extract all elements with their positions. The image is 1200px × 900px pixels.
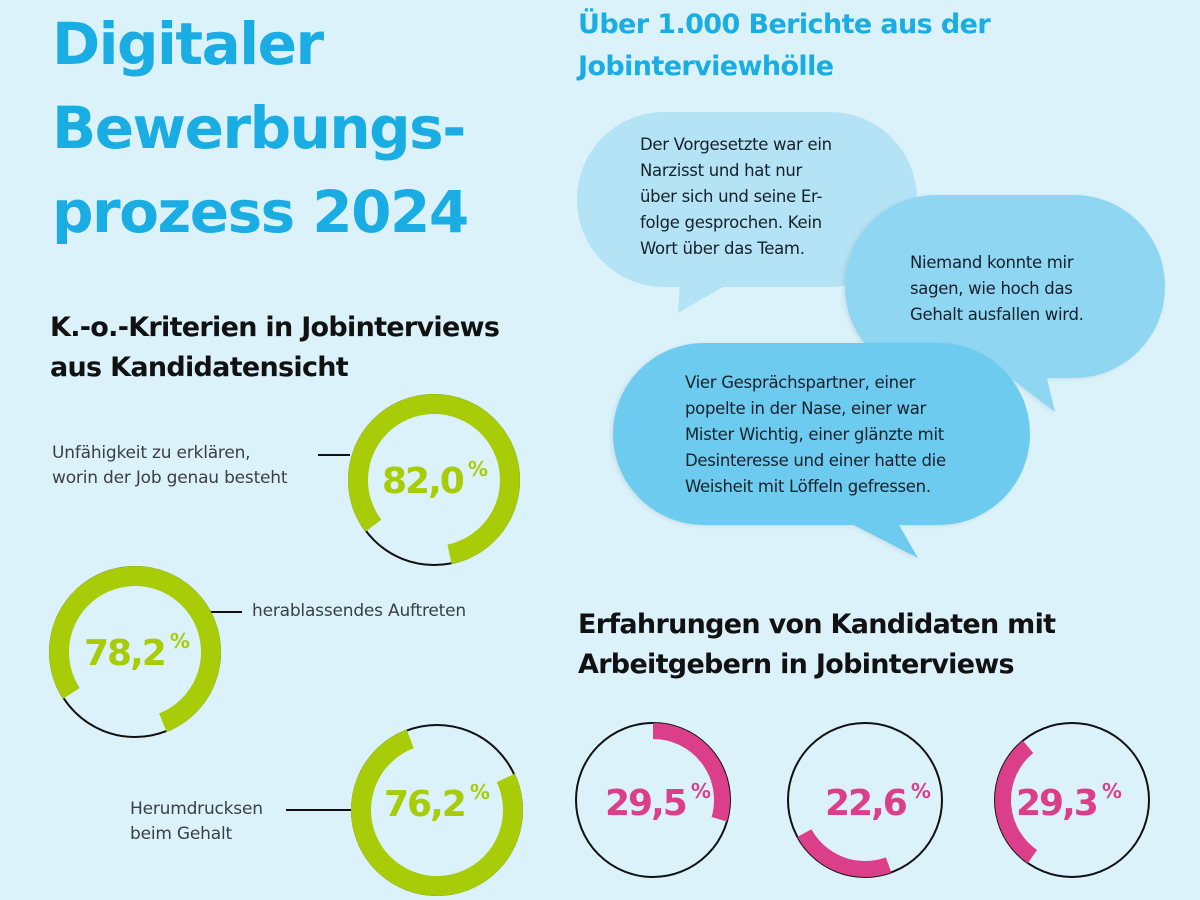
quote-line: Mister Wichtig, einer glänzte mit [685, 425, 944, 444]
main-title: Digitaler Bewerbungs- prozess 2024 [52, 2, 522, 254]
experience-value-3: 29,3% [1016, 780, 1122, 824]
main-title-line: Digitaler [52, 10, 324, 78]
ko-criteria-title-line: K.-o.-Kriterien in Jobinterviews [50, 312, 500, 343]
ko-label-line: worin der Job genau besteht [52, 468, 288, 488]
quotes-heading-line: Jobinterviewhölle [578, 51, 834, 82]
value-number: 22,6 [825, 783, 908, 824]
value-number: 82,0 [382, 461, 465, 502]
value-number: 78,2 [84, 633, 167, 674]
ko-ring-2-arc [49, 566, 221, 733]
ko-label-2: herablassendes Auftreten [252, 599, 466, 624]
main-title-line: prozess 2024 [52, 178, 469, 246]
quote-line: über sich und seine Er- [640, 187, 823, 206]
percent-sign: % [469, 780, 490, 804]
speech-bubble-2 [845, 195, 1165, 412]
speech-bubble-3-tail [840, 518, 918, 558]
experiences-title-line: Erfahrungen von Kandidaten mit [578, 609, 1056, 640]
ko-label-3: Herumdrucksen beim Gehalt [130, 797, 263, 847]
experience-value-1: 29,5% [605, 780, 711, 824]
quote-line: popelte in der Nase, einer war [685, 399, 927, 418]
quote-line: Narzisst und hat nur [640, 161, 803, 180]
percent-sign: % [910, 779, 931, 803]
experience-ring-2-arc [797, 828, 892, 877]
ko-label-line: herablassendes Auftreten [252, 601, 466, 621]
quote-line: Niemand konnte mir [910, 253, 1074, 272]
quote-line: sagen, wie hoch das [910, 279, 1073, 298]
ko-label-line: beim Gehalt [130, 824, 232, 844]
speech-bubbles [577, 112, 1165, 558]
quote-line: Vier Gesprächspartner, einer [685, 373, 916, 392]
ko-value-3: 76,2% [384, 781, 490, 825]
quote-3-text: Vier Gesprächspartner, einer popelte in … [685, 370, 946, 500]
ko-value-1: 82,0% [382, 458, 488, 502]
experience-ring-3-arc [995, 740, 1038, 864]
ko-criteria-title: K.-o.-Kriterien in Jobinterviews aus Kan… [50, 308, 500, 388]
experience-ring-1-arc [652, 723, 730, 822]
percent-sign: % [1101, 779, 1122, 803]
quote-line: Gehalt ausfallen wird. [910, 305, 1084, 324]
value-number: 29,3 [1016, 783, 1099, 824]
speech-bubble-1-tail [678, 280, 735, 313]
ko-label-line: Herumdrucksen [130, 799, 263, 819]
ko-label-1: Unfähigkeit zu erklären, worin der Job g… [52, 441, 288, 491]
rings [49, 394, 1150, 896]
quote-line: folge gesprochen. Kein [640, 213, 822, 232]
quote-2-text: Niemand konnte mir sagen, wie hoch das G… [910, 250, 1084, 328]
percent-sign: % [169, 629, 190, 653]
ko-label-line: Unfähigkeit zu erklären, [52, 443, 251, 463]
main-title-line: Bewerbungs- [52, 94, 466, 162]
ko-ring-1-arc [348, 394, 520, 565]
ko-criteria-title-line: aus Kandidatensicht [50, 352, 349, 383]
speech-bubble-2-body [845, 195, 1165, 378]
quote-line: Wort über das Team. [640, 239, 805, 258]
value-number: 76,2 [384, 784, 467, 825]
quotes-heading-line: Über 1.000 Berichte aus der [578, 9, 991, 40]
quote-line: Desinteresse und einer hatte die [685, 451, 946, 470]
speech-bubble-3-body [613, 343, 1030, 525]
speech-bubble-1-body [577, 112, 917, 287]
speech-bubble-1 [577, 112, 917, 313]
percent-sign: % [690, 779, 711, 803]
quote-line: Weisheit mit Löffeln gefressen. [685, 477, 931, 496]
value-number: 29,5 [605, 783, 688, 824]
percent-sign: % [467, 457, 488, 481]
quote-1-text: Der Vorgesetzte war ein Narzisst und hat… [640, 132, 832, 262]
quotes-heading: Über 1.000 Berichte aus der Jobinterview… [578, 4, 1138, 88]
speech-bubble-3 [613, 343, 1030, 558]
experiences-title: Erfahrungen von Kandidaten mit Arbeitgeb… [578, 605, 1056, 685]
experience-value-2: 22,6% [825, 780, 931, 824]
quote-line: Der Vorgesetzte war ein [640, 135, 832, 154]
ko-ring-3-arc [351, 729, 523, 896]
speech-bubble-2-tail [1000, 370, 1055, 412]
experiences-title-line: Arbeitgebern in Jobinterviews [578, 649, 1015, 680]
ko-value-2: 78,2% [84, 630, 190, 674]
